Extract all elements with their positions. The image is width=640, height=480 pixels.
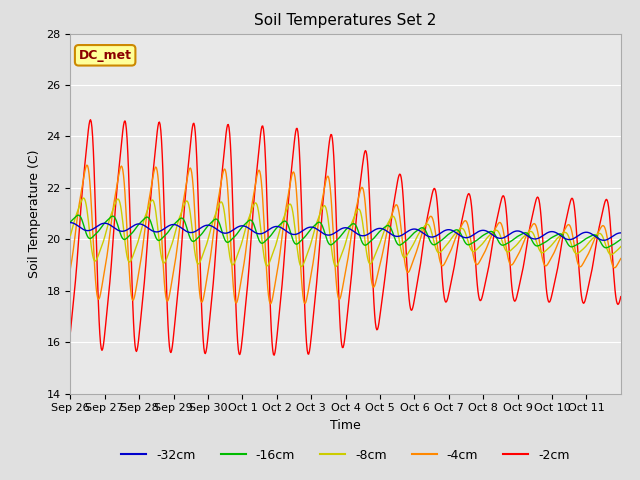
Legend: -32cm, -16cm, -8cm, -4cm, -2cm: -32cm, -16cm, -8cm, -4cm, -2cm [116, 444, 575, 467]
X-axis label: Time: Time [330, 419, 361, 432]
Title: Soil Temperatures Set 2: Soil Temperatures Set 2 [255, 13, 436, 28]
Text: DC_met: DC_met [79, 49, 132, 62]
Y-axis label: Soil Temperature (C): Soil Temperature (C) [28, 149, 41, 278]
